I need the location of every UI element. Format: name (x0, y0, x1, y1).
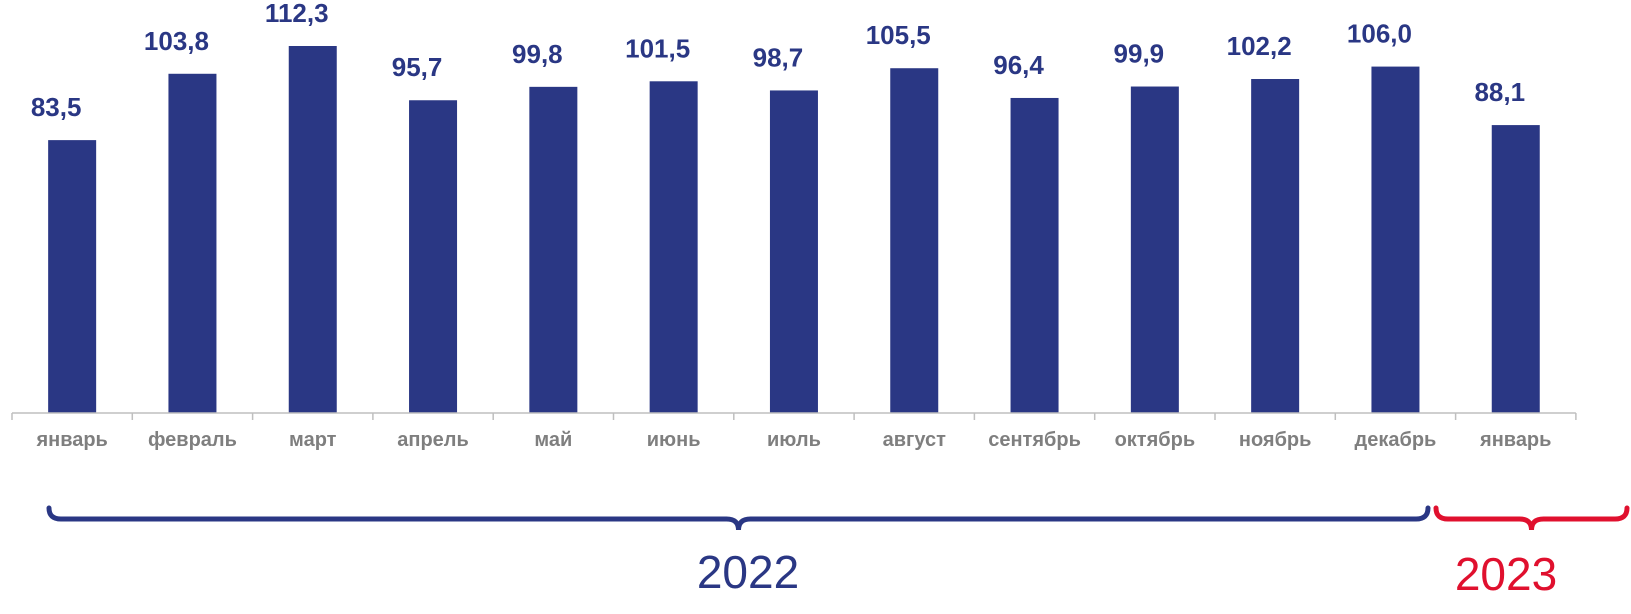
category-label: октябрь (1115, 429, 1196, 451)
bar (48, 140, 97, 413)
data-label: 112,3 (265, 0, 329, 28)
bar (168, 73, 217, 414)
bar (1371, 66, 1420, 414)
category-label: ноябрь (1239, 429, 1312, 451)
category-label: август (883, 429, 946, 451)
data-label: 99,8 (512, 39, 563, 69)
data-label: 95,7 (392, 52, 443, 82)
bar (288, 46, 337, 413)
data-label: 98,7 (753, 42, 804, 72)
category-label: апрель (397, 429, 469, 451)
year-2023-label: 2023 (1455, 548, 1557, 600)
category-label: май (534, 429, 572, 451)
bar (1130, 86, 1179, 414)
bar (649, 81, 698, 414)
category-label: сентябрь (988, 429, 1081, 451)
year-2022-label: 2022 (697, 546, 799, 598)
bar (1491, 125, 1540, 414)
category-label: март (289, 429, 337, 451)
category-label: февраль (148, 429, 237, 451)
category-label: январь (1479, 429, 1551, 451)
data-label: 106,0 (1347, 19, 1412, 49)
year-2023-brace (1433, 505, 1630, 531)
data-label: 83,5 (31, 92, 82, 122)
bar (409, 100, 458, 413)
data-label: 88,1 (1474, 77, 1525, 107)
year-2022-brace (46, 505, 1431, 531)
data-label: 96,4 (993, 50, 1044, 80)
data-label: 105,5 (866, 20, 931, 50)
category-label: июнь (647, 429, 701, 451)
category-label: январь (35, 429, 107, 451)
bar (1251, 79, 1300, 413)
data-label: 103,8 (144, 26, 209, 56)
category-label: декабрь (1355, 429, 1437, 451)
x-axis (11, 412, 1577, 420)
category-labels-group: январь февраль март апрель май июнь июль август… (35, 429, 1551, 451)
category-label: июль (767, 429, 821, 451)
data-label: 101,5 (625, 33, 690, 63)
value-labels-group: 83,5 103,8 112,3 95,7 99,8 101,5 98,7 105,5 96,4… (31, 0, 1525, 122)
year-groups: 2022 2023 (46, 505, 1630, 600)
data-label: 102,2 (1227, 31, 1292, 61)
bar (529, 86, 578, 413)
data-label: 99,9 (1114, 39, 1165, 69)
bar (769, 90, 818, 413)
bar (1010, 97, 1059, 414)
bars-group (48, 46, 1540, 414)
bar (890, 68, 939, 413)
